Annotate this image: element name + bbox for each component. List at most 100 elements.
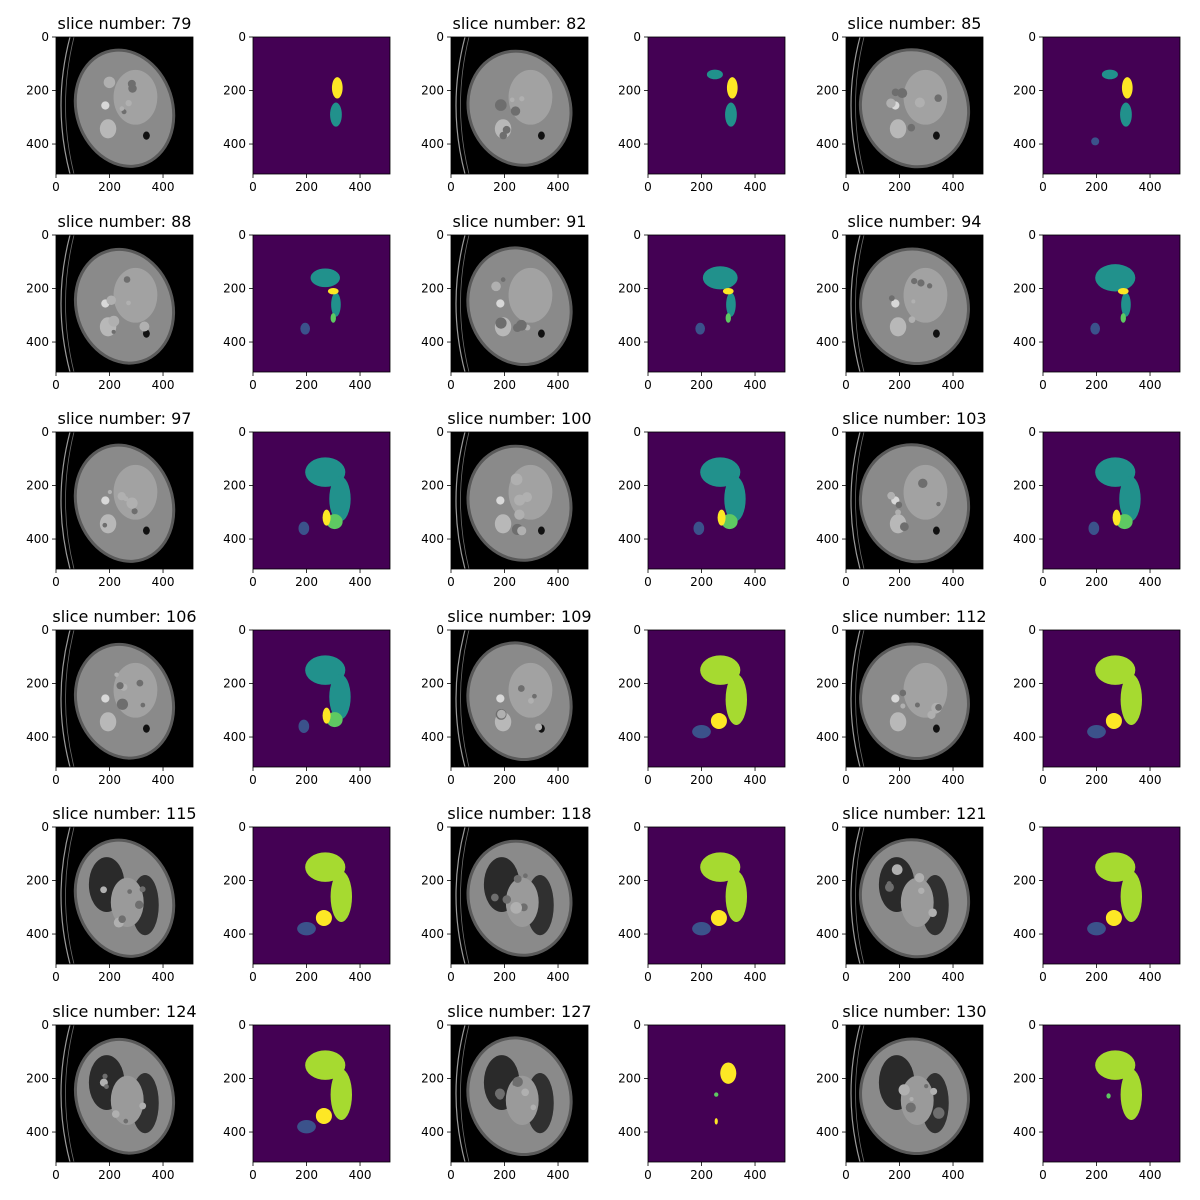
mask-xtick-label: 400 xyxy=(349,773,372,787)
mask-label-region xyxy=(298,521,310,536)
mask-ytick-label: 400 xyxy=(223,730,246,744)
mask-label-region xyxy=(702,266,738,290)
ct-panel: 0 0 200 200 400 400 slice number: 91 xyxy=(421,212,589,392)
ct-panel: 0 0 200 200 400 400 slice number: 106 xyxy=(26,607,196,787)
ct-xtick-label: 400 xyxy=(547,575,570,589)
mask-axes-frame xyxy=(1042,234,1181,373)
ct-xtick-label: 400 xyxy=(942,378,965,392)
mask-label-region xyxy=(300,322,310,335)
vertebra-region xyxy=(496,496,505,505)
mask-xtick-label: 200 xyxy=(295,970,318,984)
air-pocket xyxy=(142,526,150,535)
mask-panel: 0 0 200 200 400 400 xyxy=(618,820,786,984)
mask-label-region xyxy=(326,712,343,728)
mask-xtick-label: 400 xyxy=(1139,773,1162,787)
mask-xtick-label: 200 xyxy=(690,180,713,194)
mask-xtick-label: 400 xyxy=(1139,1168,1162,1182)
mask-label-region xyxy=(297,921,316,936)
mask-xtick-label: 400 xyxy=(349,1168,372,1182)
mask-panel: 0 0 200 200 400 400 xyxy=(618,228,786,392)
mask-ytick-label: 0 xyxy=(238,425,246,439)
ct-ytick-label: 400 xyxy=(26,137,49,151)
mask-xtick-label: 200 xyxy=(1085,180,1108,194)
mask-xtick-label: 0 xyxy=(644,180,652,194)
ct-ytick-label: 0 xyxy=(41,1018,49,1032)
mask-xtick-label: 400 xyxy=(349,575,372,589)
mask-background xyxy=(1043,1025,1180,1162)
mask-label-region xyxy=(1120,313,1126,323)
ct-ytick-label: 400 xyxy=(816,335,839,349)
mask-background xyxy=(648,235,785,372)
ct-ytick-label: 400 xyxy=(421,137,444,151)
liver-region xyxy=(113,69,158,125)
ct-axes-frame xyxy=(845,431,984,570)
ct-xtick-label: 400 xyxy=(152,970,175,984)
ct-panel: 0 0 200 200 400 400 slice number: 97 xyxy=(26,409,194,589)
mask-label-region xyxy=(1091,137,1100,146)
ct-ytick-label: 400 xyxy=(816,927,839,941)
ct-xtick-label: 200 xyxy=(493,773,516,787)
mask-label-region xyxy=(1119,476,1141,522)
mask-label-region xyxy=(722,287,734,295)
ct-axes-frame xyxy=(55,234,194,373)
mask-xtick-label: 200 xyxy=(295,773,318,787)
mask-xtick-label: 400 xyxy=(744,773,767,787)
ct-xtick-label: 0 xyxy=(52,180,60,194)
mask-label-region xyxy=(1095,1050,1136,1080)
ct-xtick-label: 0 xyxy=(52,575,60,589)
ct-ytick-label: 200 xyxy=(26,1072,49,1086)
mask-panel: 0 0 200 200 400 400 xyxy=(1013,425,1181,589)
air-pocket xyxy=(142,131,150,140)
ct-axes-frame xyxy=(55,431,194,570)
mask-xtick-label: 0 xyxy=(644,575,652,589)
ct-ytick-label: 200 xyxy=(26,874,49,888)
heart-region xyxy=(505,877,539,928)
ct-axes-frame xyxy=(450,36,589,175)
ct-ytick-label: 400 xyxy=(421,335,444,349)
ct-ytick-label: 400 xyxy=(816,532,839,546)
mask-label-region xyxy=(1087,724,1106,739)
mask-xtick-label: 400 xyxy=(1139,378,1162,392)
mask-xtick-label: 400 xyxy=(744,575,767,589)
mask-background xyxy=(253,827,390,964)
ct-xtick-label: 0 xyxy=(52,1168,60,1182)
ct-xtick-label: 200 xyxy=(493,1168,516,1182)
mask-label-region xyxy=(1106,1093,1111,1099)
mask-ytick-label: 200 xyxy=(618,1072,641,1086)
mask-axes-frame xyxy=(647,629,786,768)
kidney-region xyxy=(889,317,907,337)
ct-xtick-label: 400 xyxy=(547,970,570,984)
ct-xtick-label: 400 xyxy=(547,1168,570,1182)
mask-ytick-label: 400 xyxy=(618,927,641,941)
scanner-table-arc xyxy=(850,432,861,569)
mask-ytick-label: 400 xyxy=(618,335,641,349)
mask-panel: 0 0 200 200 400 400 xyxy=(1013,820,1181,984)
slice-title: slice number: 115 xyxy=(52,804,196,823)
mask-xtick-label: 400 xyxy=(744,378,767,392)
mask-label-region xyxy=(725,674,748,725)
ct-xtick-label: 400 xyxy=(942,773,965,787)
mask-label-region xyxy=(329,674,351,720)
mask-ytick-label: 0 xyxy=(238,30,246,44)
mask-label-region xyxy=(692,921,711,936)
scanner-table-arc xyxy=(60,432,71,569)
liver-region xyxy=(903,69,948,125)
mask-panel: 0 0 200 200 400 400 xyxy=(618,425,786,589)
mask-xtick-label: 0 xyxy=(1039,1168,1047,1182)
mask-axes-frame xyxy=(647,234,786,373)
mask-label-region xyxy=(330,102,342,127)
mask-label-region xyxy=(710,712,727,730)
mask-ytick-label: 0 xyxy=(1028,30,1036,44)
mask-ytick-label: 200 xyxy=(1013,677,1036,691)
ct-xtick-label: 0 xyxy=(842,575,850,589)
mask-label-region xyxy=(706,69,723,80)
mask-ytick-label: 400 xyxy=(618,1125,641,1139)
slice-title: slice number: 94 xyxy=(848,212,982,231)
mask-xtick-label: 0 xyxy=(644,378,652,392)
mask-xtick-label: 0 xyxy=(249,1168,257,1182)
mask-label-region xyxy=(330,313,336,323)
ct-panel: 0 0 200 200 400 400 slice number: 85 xyxy=(816,14,984,194)
ct-ytick-label: 200 xyxy=(816,874,839,888)
mask-label-region xyxy=(726,77,738,99)
